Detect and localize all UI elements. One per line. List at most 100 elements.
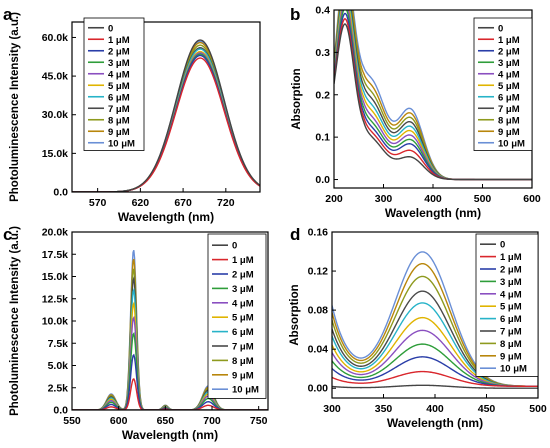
y-tick-label: 20.0k — [42, 227, 68, 239]
series-group — [332, 251, 538, 389]
x-tick-label: 700 — [203, 415, 221, 427]
legend-label: 9 μM — [498, 127, 520, 138]
legend-label: 4 μM — [500, 289, 522, 300]
y-axis-label: Photoluminescence Intensity (a.u.) — [9, 12, 21, 202]
y-tick-label: 0.16 — [308, 227, 329, 239]
legend-label: 8 μM — [498, 115, 520, 126]
legend-label: 3 μM — [498, 58, 520, 69]
legend-label: 8 μM — [500, 339, 522, 350]
y-tick-label: 15.0k — [42, 271, 68, 283]
legend-label: 7 μM — [500, 327, 522, 338]
legend-label: 5 μM — [500, 302, 522, 313]
series-group — [334, 10, 532, 181]
y-tick-label: 15.0k — [42, 148, 68, 160]
series-line-1 — [332, 370, 538, 387]
x-tick-label: 400 — [426, 403, 444, 415]
legend-label: 9 μM — [232, 370, 254, 381]
x-tick-label: 670 — [174, 197, 192, 209]
legend-label: 3 μM — [232, 284, 254, 295]
y-tick-label: 0.2 — [315, 89, 330, 101]
panel-c: c 550 600 650 700 750 0.0 2.5k 5.0k 7.5k 10.0k 12.5… — [3, 225, 269, 442]
legend-label: 7 μM — [498, 104, 520, 115]
y-tick-label: 7.5k — [48, 338, 69, 350]
legend-box — [473, 17, 533, 151]
y-tick-label: 10.0k — [42, 316, 68, 328]
y-axis-label: Absorption — [291, 68, 303, 129]
y-tick-label: 0.3 — [315, 47, 330, 59]
y-tick-label: 45.0k — [42, 71, 68, 83]
x-axis-label: Wavelength (nm) — [118, 210, 214, 224]
y-tick-label: 0.1 — [315, 132, 330, 144]
panel-a: a 570 620 670 720 0.0 15.0k 30.0k 45.0k 60.0k Wave… — [3, 5, 261, 224]
y-tick-label: 0.0 — [53, 405, 68, 417]
y-tick-label: 12.5k — [42, 293, 68, 305]
panel-letter: d — [290, 225, 300, 244]
legend-box — [475, 233, 539, 377]
x-axis-label: Wavelength (nm) — [387, 416, 483, 430]
panel-letter: c — [3, 225, 12, 244]
legend-label: 7 μM — [232, 342, 254, 353]
panel-d: d 300 350 400 450 500 0.00 0.04 0.08 0.12 0.16 Wave… — [289, 225, 547, 430]
series-line-0 — [332, 384, 538, 389]
legend-box — [207, 233, 267, 399]
x-tick-label: 600 — [110, 415, 128, 427]
x-tick-label: 450 — [478, 403, 496, 415]
plot-frame — [71, 21, 261, 193]
y-tick-label: 0.0 — [315, 174, 330, 186]
legend-label: 4 μM — [108, 69, 130, 80]
x-tick-label: 300 — [375, 193, 393, 205]
legend-label: 0 — [108, 23, 113, 34]
x-tick-label: 550 — [63, 415, 81, 427]
legend-label: 10 μM — [500, 364, 527, 375]
legend-label: 1 μM — [108, 35, 130, 46]
x-tick-label: 620 — [132, 197, 150, 209]
legend-label: 2 μM — [498, 46, 520, 57]
legend: 01 μM2 μM3 μM4 μM5 μM6 μM7 μM8 μM9 μM10 … — [473, 17, 533, 151]
legend-label: 3 μM — [500, 277, 522, 288]
legend-label: 5 μM — [232, 313, 254, 324]
legend: 01 μM2 μM3 μM4 μM5 μM6 μM7 μM8 μM9 μM10 … — [83, 17, 145, 151]
legend-label: 7 μM — [108, 104, 130, 115]
legend-label: 10 μM — [498, 138, 525, 149]
legend-label: 3 μM — [108, 58, 130, 69]
legend-label: 8 μM — [108, 115, 130, 126]
legend-label: 4 μM — [232, 298, 254, 309]
legend-label: 2 μM — [108, 46, 130, 57]
legend-label: 9 μM — [500, 351, 522, 362]
x-tick-label: 200 — [325, 193, 343, 205]
legend-label: 2 μM — [500, 265, 522, 276]
legend-label: 10 μM — [232, 385, 259, 396]
panel-letter: b — [290, 5, 300, 24]
legend-label: 0 — [500, 240, 505, 251]
legend-label: 0 — [232, 241, 237, 252]
y-tick-label: 0.08 — [308, 305, 329, 317]
y-tick-label: 0.12 — [308, 266, 329, 278]
y-tick-label: 0.0 — [53, 187, 68, 199]
legend-label: 2 μM — [232, 270, 254, 281]
x-tick-label: 600 — [523, 193, 541, 205]
legend-label: 5 μM — [498, 81, 520, 92]
legend-label: 10 μM — [108, 138, 135, 149]
legend-label: 8 μM — [232, 356, 254, 367]
panel-letter: a — [3, 5, 13, 24]
y-tick-label: 0.4 — [315, 5, 330, 17]
x-axis-label: Wavelength (nm) — [385, 206, 481, 220]
x-tick-label: 750 — [250, 415, 268, 427]
legend-box — [83, 17, 145, 151]
x-tick-label: 650 — [157, 415, 175, 427]
y-axis-label: Photoluminescence Intensity (a.u.) — [9, 226, 21, 416]
legend: 01 μM2 μM3 μM4 μM5 μM6 μM7 μM8 μM9 μM10 … — [207, 233, 267, 399]
legend-label: 5 μM — [108, 81, 130, 92]
x-tick-label: 720 — [217, 197, 235, 209]
x-tick-label: 570 — [89, 197, 107, 209]
legend-label: 1 μM — [500, 252, 522, 263]
legend-label: 6 μM — [108, 92, 130, 103]
legend-label: 0 — [498, 23, 503, 34]
legend-label: 1 μM — [232, 255, 254, 266]
y-axis-label: Absorption — [289, 284, 301, 345]
y-tick-label: 17.5k — [42, 249, 68, 261]
y-tick-label: 0.00 — [308, 383, 329, 395]
legend-label: 6 μM — [498, 92, 520, 103]
y-tick-label: 5.0k — [48, 360, 69, 372]
